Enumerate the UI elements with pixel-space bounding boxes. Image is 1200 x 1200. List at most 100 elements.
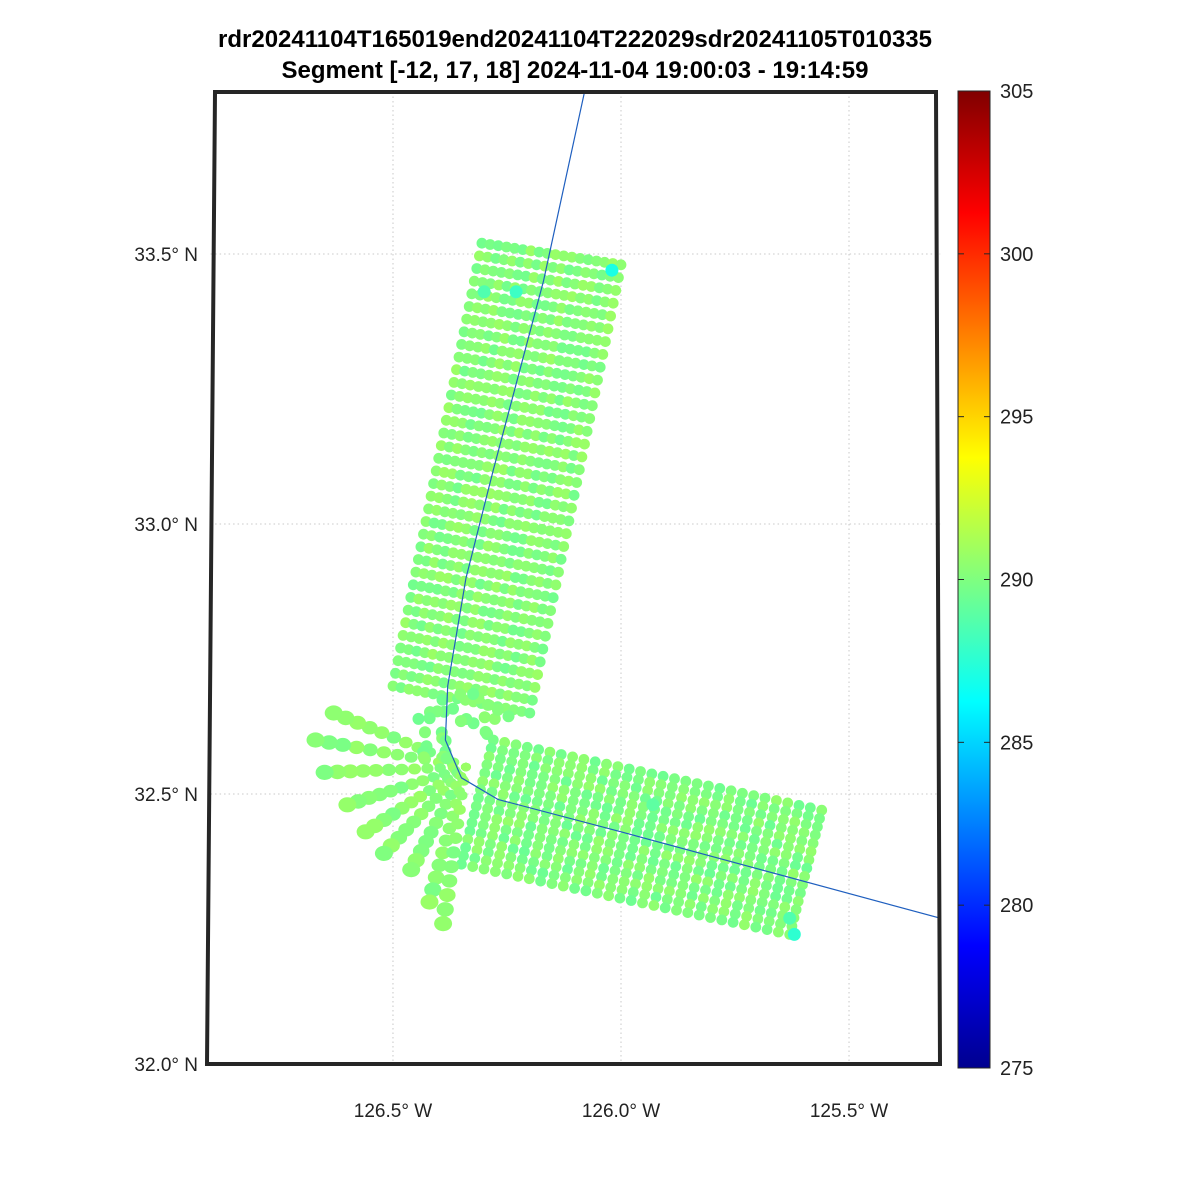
swath-north-leg-point <box>478 605 489 617</box>
swath-north-leg-point <box>425 490 437 502</box>
swath-north-leg-point <box>501 491 512 502</box>
swath-north-leg-point <box>473 381 484 392</box>
swath-east-leg-point <box>557 836 568 848</box>
swath-east-leg-point <box>768 803 780 815</box>
swath-east-leg-point <box>470 800 482 812</box>
swath-east-leg-point <box>683 811 694 823</box>
colorbar-tick-label-0: 275 <box>1000 1058 1033 1080</box>
swath-north-leg-point <box>547 592 559 604</box>
swath-north-leg-point <box>508 664 519 676</box>
swath-north-leg-point <box>513 387 525 399</box>
swath-north-leg-point <box>573 464 585 476</box>
swath-north-leg-point <box>491 581 503 593</box>
swath-north-leg-point <box>442 572 454 584</box>
swath-north-leg-point <box>533 496 545 508</box>
swath-north-leg-point <box>560 528 572 540</box>
swath-north-leg-point <box>542 287 554 299</box>
swath-east-leg-point <box>636 853 648 865</box>
colorbar-tick-label-5: 300 <box>1000 244 1033 266</box>
swath-north-leg-point <box>451 403 463 415</box>
swath-east-leg-point <box>753 817 765 829</box>
swath-north-leg-point <box>454 640 465 652</box>
swath-east-leg-point <box>588 808 600 820</box>
swath-north-leg-point <box>431 504 443 516</box>
swath-east-leg-point <box>516 810 527 822</box>
swath-east-leg-point <box>544 746 556 758</box>
swath-north-leg-point <box>517 533 529 545</box>
swath-east-leg-point <box>732 900 743 912</box>
swath-north-leg-point <box>564 343 576 355</box>
swath-north-leg-point <box>514 256 526 268</box>
swath-east-leg-point <box>671 808 683 820</box>
swath-north-leg-point <box>492 410 504 422</box>
swath-north-leg-point <box>516 414 528 426</box>
swath-north-leg-point <box>472 551 483 563</box>
turn-fan-point <box>436 902 454 917</box>
swath-north-leg-point <box>510 321 521 333</box>
swath-north-leg-point <box>528 272 540 283</box>
swath-east-leg-point <box>795 887 806 899</box>
swath-north-leg-point <box>471 512 483 523</box>
swath-north-leg-point <box>538 471 550 483</box>
swath-north-leg-point <box>475 329 486 340</box>
swath-north-leg-point <box>461 313 473 325</box>
swath-north-leg-point <box>554 355 565 366</box>
swath-north-leg-point <box>539 551 551 562</box>
swath-north-leg-point <box>581 346 592 358</box>
swath-east-leg-point <box>523 829 534 841</box>
swath-north-leg-point <box>578 398 590 410</box>
swath-east-leg-point <box>650 891 662 903</box>
swath-north-leg-point <box>493 319 505 330</box>
turn-fan-point <box>394 763 409 776</box>
swath-north-leg-point <box>511 400 522 412</box>
swath-north-leg-point <box>534 616 546 628</box>
swath-north-leg-point <box>410 566 422 578</box>
swath-north-leg-point <box>459 655 471 666</box>
swath-east-leg-point <box>562 768 574 779</box>
swath-north-leg-point <box>521 640 533 652</box>
swath-east-leg-point <box>497 745 508 757</box>
swath-north-leg-point <box>463 301 475 312</box>
swath-east-leg-point <box>700 884 711 896</box>
swath-east-leg-point <box>654 831 665 843</box>
swath-north-leg-point <box>491 371 503 382</box>
swath-north-leg-point <box>567 330 579 342</box>
swath-east-leg-point <box>626 799 638 810</box>
swath-north-leg-point <box>549 499 561 511</box>
swath-north-leg-point <box>502 690 514 701</box>
swath-north-leg-point <box>500 662 511 674</box>
swath-east-leg-point <box>792 852 803 863</box>
swath-east-leg-point <box>564 855 576 867</box>
swath-north-leg-point <box>534 536 545 548</box>
swath-north-leg-point <box>615 259 627 271</box>
swath-north-leg-point <box>561 277 573 289</box>
swath-east-leg-point <box>491 814 503 825</box>
swath-north-leg-point <box>602 323 614 335</box>
swath-north-leg-point <box>515 296 527 307</box>
swath-north-leg-point <box>512 519 524 531</box>
swath-east-leg-point <box>475 828 487 839</box>
swath-north-leg-point <box>402 604 414 616</box>
swath-east-leg-point <box>771 838 783 850</box>
swath-east-leg-point <box>484 795 496 806</box>
swath-north-leg-point <box>457 667 468 679</box>
swath-north-leg-point <box>549 420 560 432</box>
swath-east-leg-point <box>591 887 603 899</box>
swath-east-leg-point <box>685 803 697 814</box>
turn-corner-point <box>423 712 436 725</box>
swath-north-leg-point <box>535 404 547 416</box>
swath-east-leg-point <box>787 824 798 836</box>
swath-east-leg-point <box>763 915 775 927</box>
swath-east-leg-point <box>584 825 595 836</box>
swath-north-leg-point <box>461 602 473 614</box>
swath-east-leg-point <box>627 886 639 898</box>
swath-east-leg-point <box>690 830 702 842</box>
swath-north-leg-point <box>550 579 562 591</box>
swath-north-leg-point <box>469 564 481 576</box>
swath-north-leg-point <box>536 484 547 495</box>
swath-east-leg-point <box>522 785 534 797</box>
swath-north-leg-point <box>485 567 497 579</box>
swath-east-leg-point <box>642 785 653 796</box>
y-tick-label-1: 32.5° N <box>134 785 198 806</box>
swath-east-leg-point <box>717 862 729 874</box>
